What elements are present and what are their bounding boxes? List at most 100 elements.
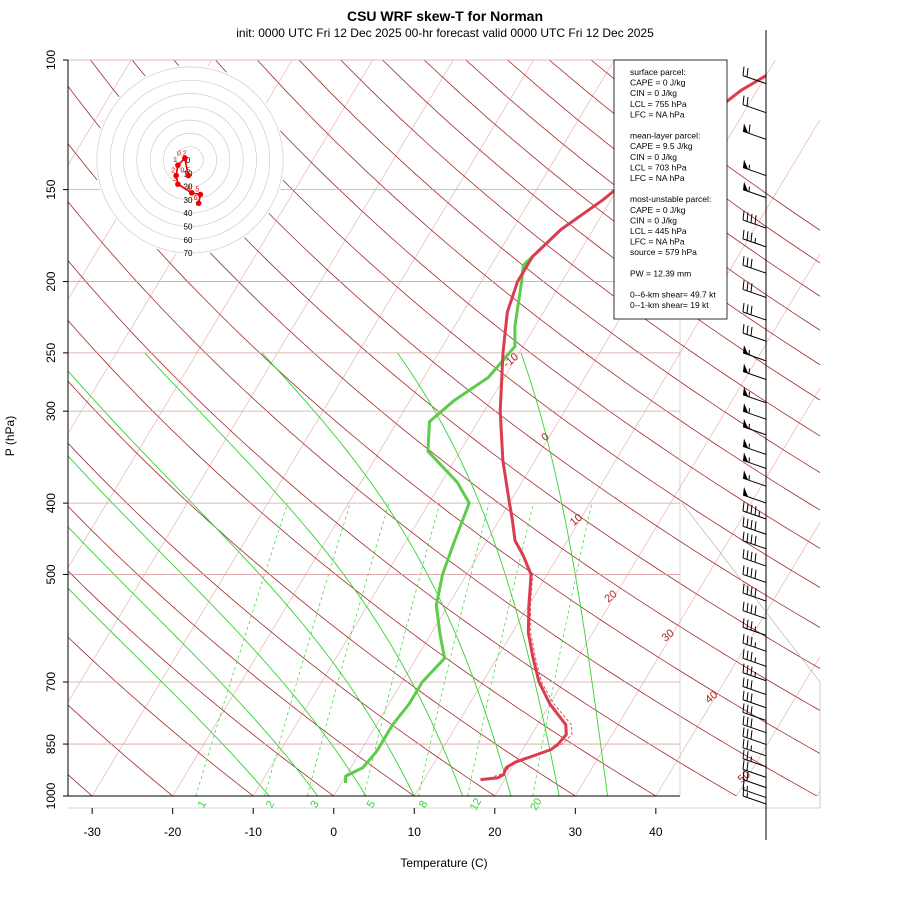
wind-barb-flag (746, 281, 749, 291)
hodograph-ring (96, 66, 284, 254)
parcel-info-line: CAPE = 0 J/kg (630, 78, 686, 88)
temperature-tick-label: 0 (330, 825, 337, 839)
wind-barb-flag (742, 601, 745, 611)
mixing-ratio-label: 8 (417, 799, 430, 810)
axes: 1 2 3 5 8 12 20-100102030405010015020025030040… (44, 50, 821, 839)
parcel-info-line: source = 579 hPa (630, 247, 697, 257)
mixing-ratio-label: 1 (196, 799, 209, 810)
moist-adiabat-line (397, 352, 560, 796)
wind-barb-half-flag (746, 792, 748, 798)
wind-barb-half-flag (754, 626, 756, 632)
pressure-tick-label: 850 (44, 734, 58, 754)
wind-barb-flag (750, 680, 753, 690)
wind-barb-flag (750, 604, 753, 614)
wind-barb-flag (746, 751, 749, 761)
wind-barb-flag (746, 550, 749, 560)
wind-barb-flag (742, 302, 745, 313)
parcel-info-line: CAPE = 0 J/kg (630, 205, 686, 215)
wind-barbs (742, 30, 767, 840)
pressure-tick-label: 150 (44, 179, 58, 199)
hodograph-point (175, 181, 181, 188)
temperature-tick-label: -20 (164, 825, 182, 839)
moist-adiabat-line (68, 455, 367, 796)
wind-barb-flag (742, 501, 745, 512)
dry-adiabat-line (68, 704, 174, 796)
moist-adiabat-line (68, 587, 270, 796)
wind-barb-flag (746, 67, 749, 78)
wind-barb-flag (754, 215, 757, 225)
wind-barb-staff (742, 410, 767, 420)
wind-barb-flag (750, 730, 753, 740)
hodograph-ring (176, 146, 204, 174)
hodograph-point (175, 162, 181, 168)
pressure-tick-label: 250 (44, 343, 58, 363)
hodograph-ring-label: 30 (184, 196, 193, 205)
wind-barb-flag (750, 568, 753, 578)
isobar-lines (68, 59, 680, 797)
wind-barb-staff (742, 525, 767, 535)
wind-barb-flag (754, 521, 757, 531)
wind-barb-flag (750, 305, 753, 315)
wind-barb-flag (754, 553, 757, 563)
wind-barb-flag (746, 603, 749, 613)
wind-barb-pennant (743, 418, 748, 429)
wind-barb-half-flag (748, 186, 750, 192)
dry-adiabat-line (68, 380, 577, 796)
dry-adiabat-line (256, 60, 820, 511)
hodograph-ring (163, 133, 217, 187)
chart-subtitle: init: 0000 UTC Fri 12 Dec 2025 00-hr for… (236, 26, 654, 40)
parcel-info-line: mean-layer parcel: (630, 131, 700, 141)
wind-barb-flag (746, 212, 749, 222)
isotherm-label: 20 (602, 588, 619, 605)
wind-barb-flag (742, 634, 745, 644)
wind-barb-pennant (743, 452, 748, 462)
wind-barb-staff (742, 130, 767, 140)
wind-barb-flag (742, 95, 745, 105)
isotherm-label: 40 (703, 689, 720, 706)
wind-barb-flag (746, 619, 749, 629)
wind-barb-flag (750, 504, 753, 514)
hodograph-ring-label: 60 (184, 236, 193, 245)
pressure-tick-label: 300 (44, 401, 58, 421)
wind-barb-flag (742, 780, 745, 790)
dry-adiabat-line (382, 60, 820, 401)
wind-barb-flag (750, 621, 753, 631)
wind-barb-staff (742, 288, 767, 298)
wind-barb-flag (742, 211, 745, 221)
hodograph-point-label: 0.5 (180, 168, 190, 175)
wind-barb-staff (742, 371, 767, 380)
temperature-profile (480, 74, 767, 782)
pressure-tick-label: 500 (44, 564, 58, 584)
hodograph-ring (136, 106, 244, 214)
wind-barb-pennant (743, 438, 748, 448)
wind-barb-half-flag (748, 391, 750, 397)
wind-barb-staff (742, 477, 767, 487)
wind-barb-flag (750, 636, 753, 647)
wind-barb-half-flag (754, 238, 756, 244)
wind-barb-flag (742, 66, 745, 76)
wind-barb-flag (742, 531, 745, 541)
wind-barb-flag (742, 584, 745, 594)
wind-barb-flag (746, 304, 749, 314)
wind-barb-flag (746, 97, 749, 107)
temperature-tick-label: -30 (83, 825, 101, 839)
hodograph-point (195, 200, 202, 207)
wind-barb-pennant (743, 159, 748, 170)
wind-barb-flag (750, 718, 753, 728)
parcel-info-frame (613, 59, 728, 320)
wind-barb-flag (746, 665, 749, 675)
wind-barb-flag (750, 232, 753, 242)
wind-barb-staff (742, 352, 767, 362)
wind-barb-staff (742, 657, 767, 667)
wind-barb-staff (742, 167, 767, 177)
temperature-tick-label: 30 (569, 825, 583, 839)
wind-barb-pennant (743, 123, 748, 133)
dry-adiabat-line (298, 60, 820, 474)
wind-barb-flag (750, 326, 753, 336)
parcel-info-line: LCL = 445 hPa (630, 226, 687, 236)
dry-adiabat-line (68, 505, 415, 796)
wind-barb-flag (750, 519, 753, 530)
hodograph-ring-label: 70 (184, 249, 193, 258)
temperature-tick-label: 10 (408, 825, 422, 839)
wind-barb-half-flag (748, 423, 750, 429)
